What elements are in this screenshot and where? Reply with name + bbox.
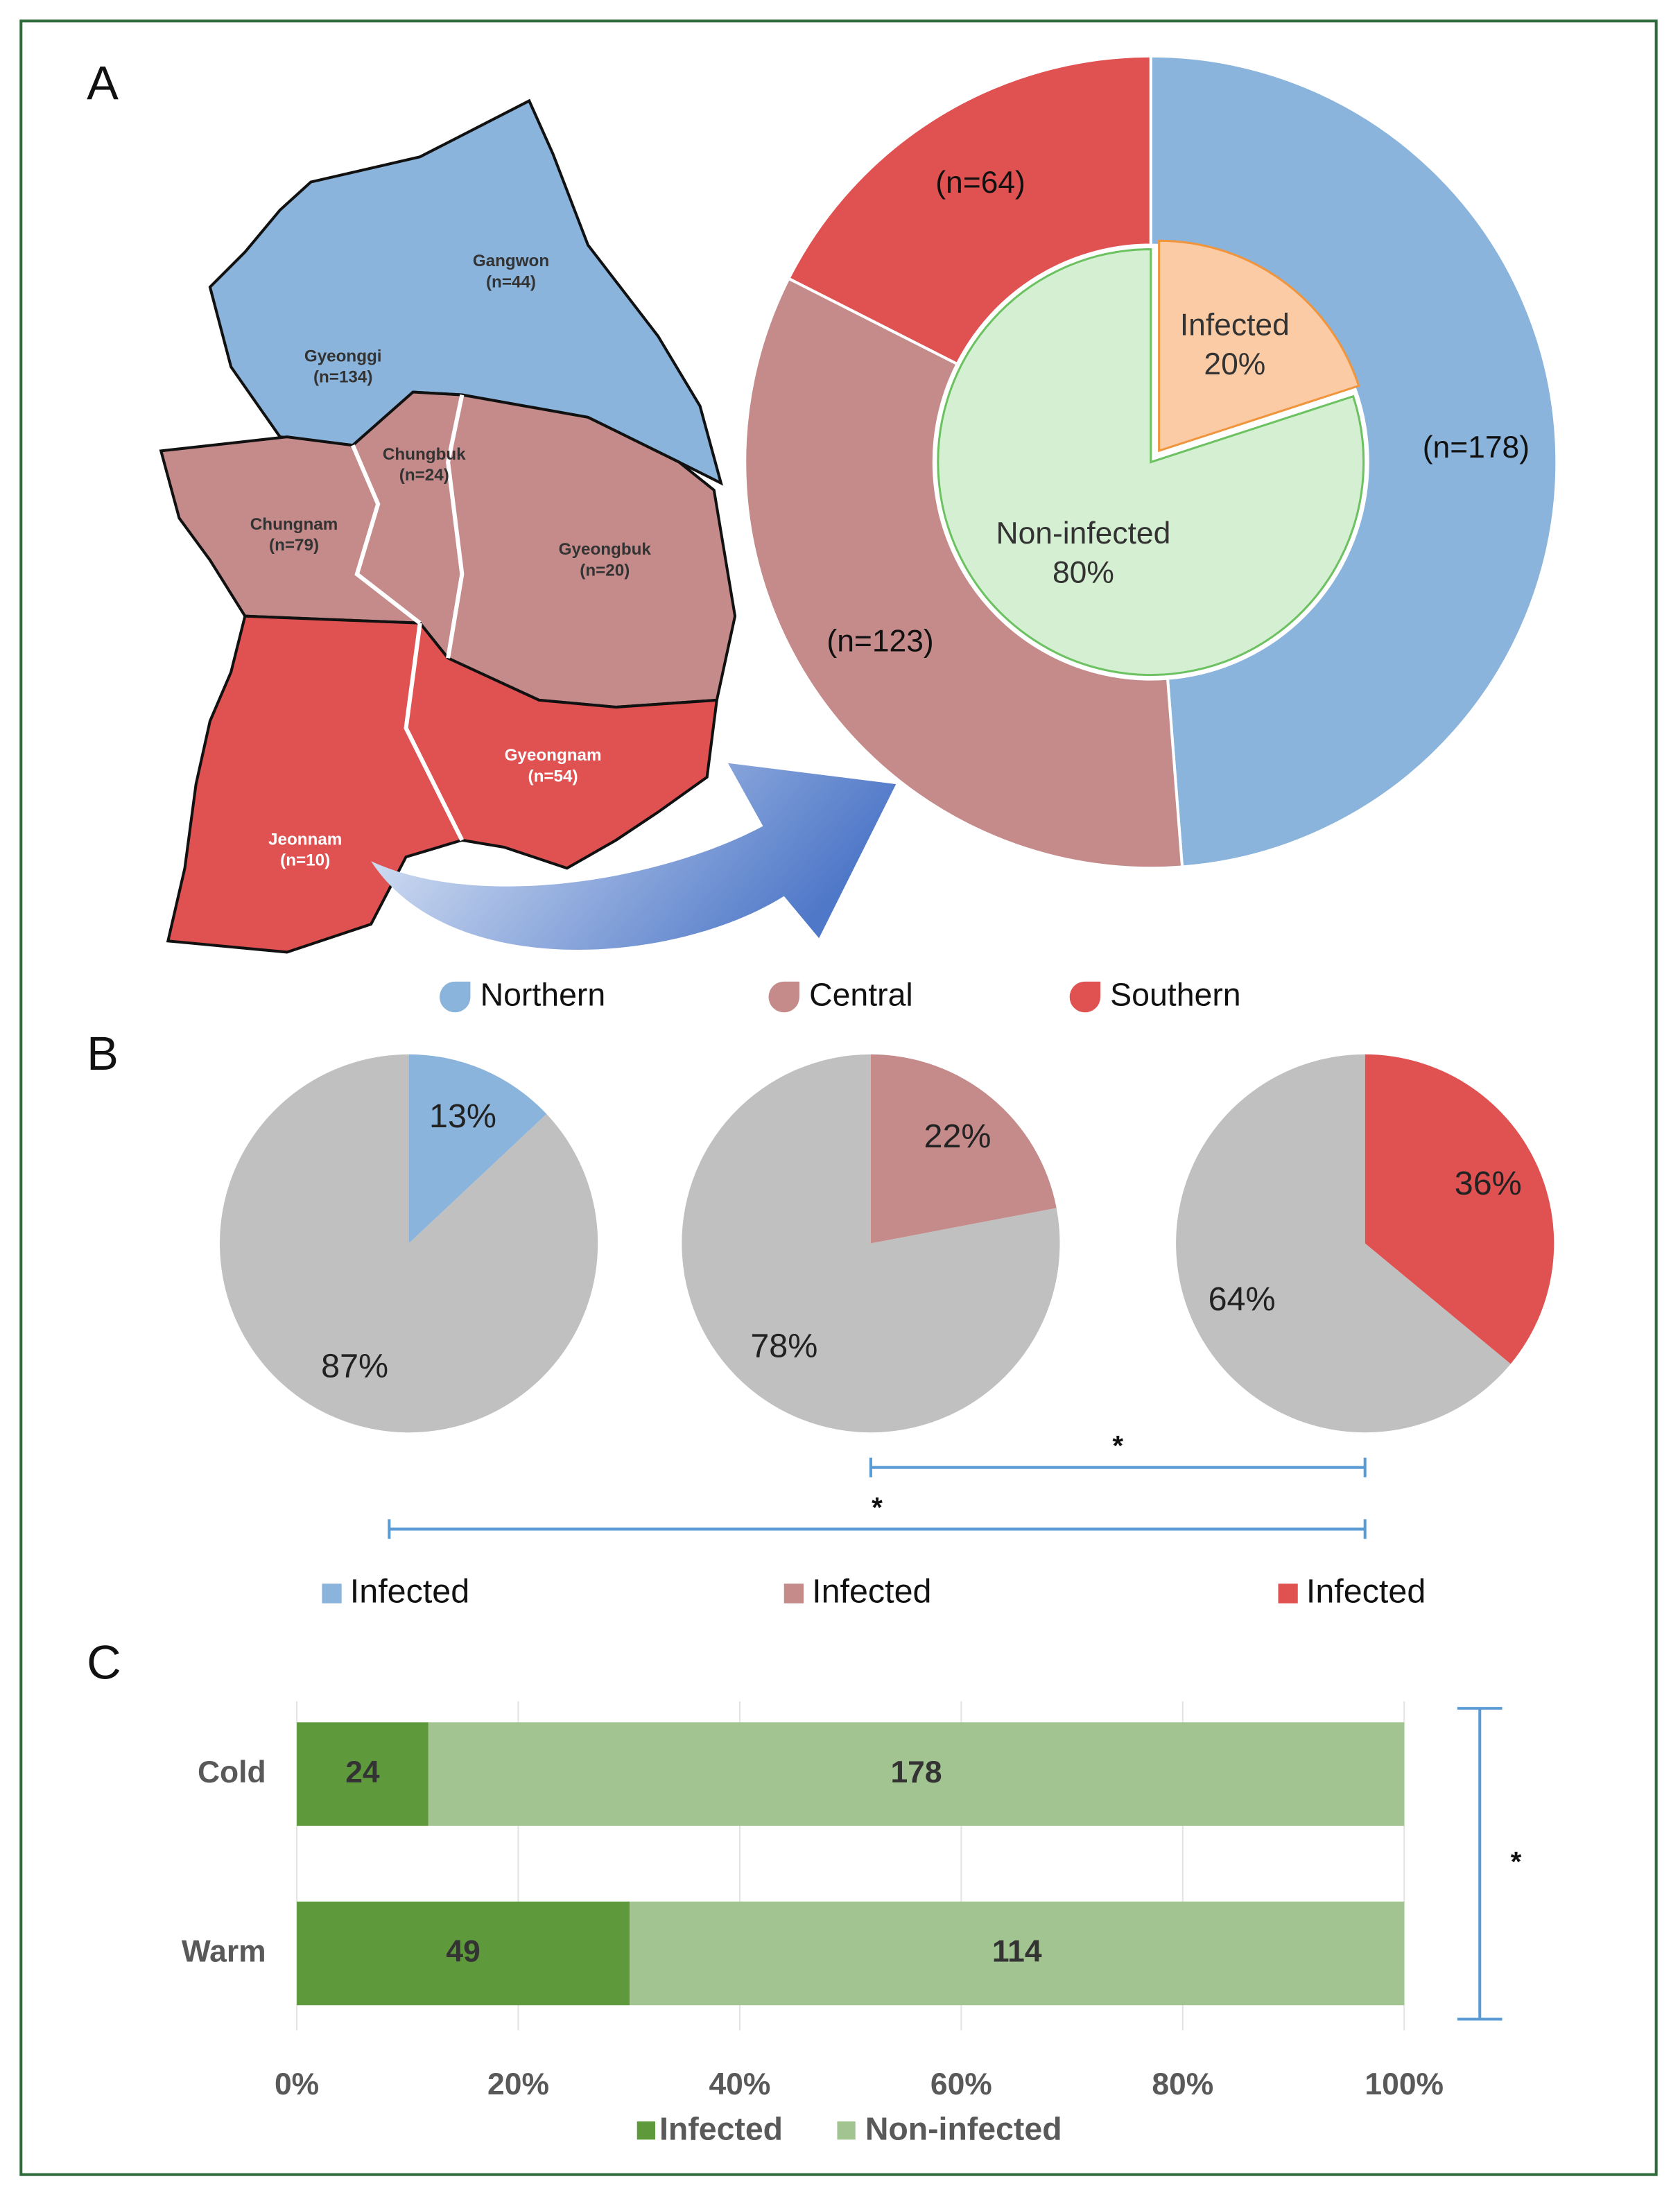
segment-label: (n=178) <box>1423 431 1530 464</box>
significance-label: * <box>1112 1430 1123 1461</box>
x-tick-label: 60% <box>930 2067 992 2101</box>
region-count: (n=24) <box>399 466 449 485</box>
region-count: (n=44) <box>486 272 536 291</box>
data-label: 24 <box>345 1755 380 1789</box>
frame <box>19 19 1658 2176</box>
donut-segment <box>743 277 1184 870</box>
pie-slice <box>408 1054 547 1244</box>
map-southern <box>166 614 719 954</box>
slice-value: 36% <box>1455 1165 1522 1202</box>
bar-segment <box>428 1722 1405 1826</box>
y-tick-label: Warm <box>182 1934 266 1968</box>
legend-label: Northern <box>480 976 606 1012</box>
legend-marker <box>837 2121 856 2140</box>
panel-label: C <box>87 1636 121 1690</box>
legend-label: Infected <box>1306 1572 1426 1610</box>
region-count: (n=20) <box>580 561 630 580</box>
legend-marker <box>768 981 799 1013</box>
region-name: Gangwon <box>473 252 549 270</box>
significance-bracket <box>1457 1707 1503 2021</box>
slice-value: 20% <box>1204 347 1265 381</box>
legend-label: Central <box>809 976 913 1012</box>
pie-slice <box>1365 1054 1555 1364</box>
region-name: Gyeonggi <box>304 347 382 365</box>
x-tick-label: 100% <box>1365 2067 1444 2101</box>
region-name: Chungnam <box>250 515 338 534</box>
panel-label: A <box>87 56 119 110</box>
legend-label: Infected <box>812 1572 931 1610</box>
region-name: Gyeongbuk <box>559 540 652 559</box>
region-count: (n=10) <box>280 851 330 870</box>
legend-marker <box>440 981 471 1013</box>
pie-slice <box>937 248 1365 677</box>
legend-label: Infected <box>350 1572 469 1610</box>
x-tick-label: 80% <box>1152 2067 1213 2101</box>
arrow <box>371 763 897 950</box>
legend-label: Southern <box>1110 976 1240 1012</box>
pie-slice <box>1176 1054 1511 1433</box>
region-count: (n=54) <box>528 767 578 785</box>
bar-segment <box>630 1901 1405 2006</box>
y-tick-label: Cold <box>198 1755 266 1789</box>
legend-marker <box>1278 1583 1298 1604</box>
pie-slice <box>220 1054 598 1433</box>
x-tick-label: 0% <box>275 2067 319 2101</box>
legend-label: Non-infected <box>865 2110 1062 2146</box>
segment-label: (n=123) <box>826 624 933 658</box>
slice-category: Non-infected <box>996 516 1171 550</box>
pie-slice <box>682 1054 1060 1433</box>
region-name: Jeonnam <box>268 830 342 849</box>
region-name: Chungbuk <box>383 445 466 464</box>
data-label: 178 <box>890 1755 942 1789</box>
legend-marker <box>783 1583 804 1604</box>
significance-bracket <box>388 1519 1367 1539</box>
slice-value: 64% <box>1209 1280 1276 1318</box>
slice-category: Infected <box>1180 308 1290 342</box>
data-label: 114 <box>992 1934 1042 1968</box>
map-central <box>159 390 737 709</box>
segment-label: (n=64) <box>935 166 1025 200</box>
pie-slice <box>870 1054 1057 1244</box>
slice-value: 78% <box>750 1328 817 1365</box>
map-boundary <box>351 394 465 842</box>
map <box>159 98 897 954</box>
region-count: (n=79) <box>269 536 319 555</box>
legend-marker <box>1069 981 1101 1013</box>
slice-value: 13% <box>429 1097 496 1135</box>
significance-label: * <box>872 1491 883 1523</box>
bar-segment <box>297 1722 428 1826</box>
legend-marker <box>637 2121 655 2140</box>
bar-segment <box>297 1901 630 2006</box>
significance-bracket <box>869 1457 1367 1477</box>
slice-value: 87% <box>321 1348 388 1385</box>
slice-value: 22% <box>924 1118 991 1155</box>
data-label: 49 <box>446 1934 480 1968</box>
panel-label: B <box>87 1027 119 1080</box>
x-tick-label: 40% <box>709 2067 770 2101</box>
donut-segment <box>786 54 1152 366</box>
slice-value: 80% <box>1053 556 1114 590</box>
legend-marker <box>322 1583 342 1604</box>
x-tick-label: 20% <box>487 2067 549 2101</box>
region-name: Gyeongnam <box>505 746 602 765</box>
significance-label: * <box>1511 1846 1522 1877</box>
legend-label: Infected <box>659 2110 783 2146</box>
region-count: (n=134) <box>313 368 372 387</box>
pie-slice <box>1158 239 1360 453</box>
